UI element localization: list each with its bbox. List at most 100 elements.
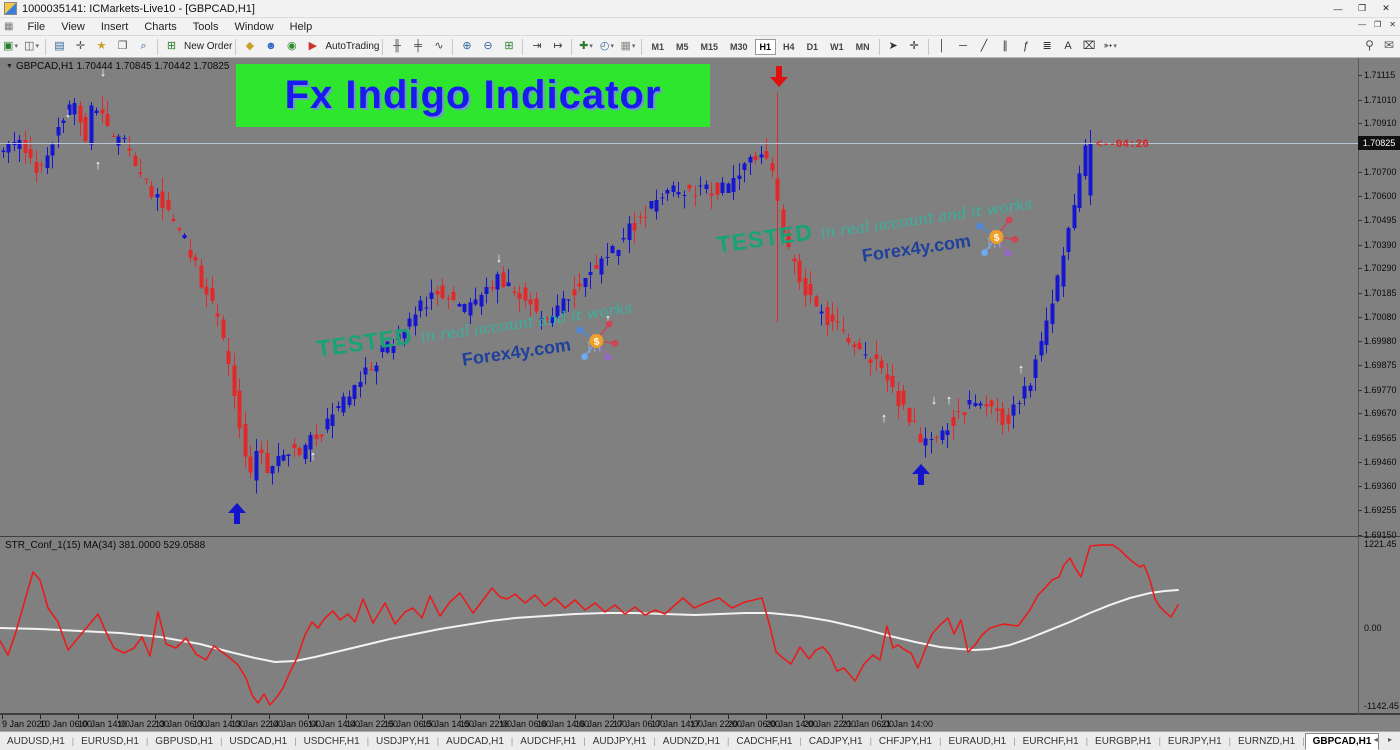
- price-tick: [1358, 486, 1362, 487]
- strategy-tester-button[interactable]: ⌕: [133, 38, 154, 56]
- cursor-icon: ➤: [888, 40, 898, 52]
- bar-chart-button[interactable]: ╫: [386, 38, 407, 56]
- chart-tab-cadchf[interactable]: CADCHF,H1: [736, 735, 793, 747]
- text-button[interactable]: A: [1058, 38, 1079, 56]
- tile-windows-button[interactable]: ⊞: [498, 38, 519, 56]
- metaeditor-icon: ◆: [245, 40, 255, 52]
- chart-tab-eurusd[interactable]: EURUSD,H1: [81, 735, 139, 747]
- fibonacci-button[interactable]: ƒ: [1016, 38, 1037, 56]
- timeframe-h4-button[interactable]: H4: [783, 41, 795, 52]
- chart-tab-audchf[interactable]: AUDCHF,H1: [520, 735, 577, 747]
- timeframe-mn-button[interactable]: MN: [855, 41, 870, 52]
- chart-tab-chfjpy[interactable]: CHFJPY,H1: [878, 735, 933, 747]
- time-axis-label: 13 Jan 22:00: [231, 719, 284, 729]
- menu-file[interactable]: File: [27, 20, 46, 33]
- chart-tab-usdjpy[interactable]: USDJPY,H1: [376, 735, 430, 747]
- chart-tab-cadjpy[interactable]: CADJPY,H1: [808, 735, 863, 747]
- price-tick: [1358, 317, 1362, 318]
- candlestick-chart-canvas[interactable]: [0, 58, 1358, 536]
- minimize-button[interactable]: —: [1333, 3, 1343, 14]
- shapes-button[interactable]: ≣: [1037, 38, 1058, 56]
- chevron-down-icon[interactable]: ▼: [6, 63, 13, 70]
- chart-tab-audjpy[interactable]: AUDJPY,H1: [592, 735, 647, 747]
- axis-separator: [0, 713, 1400, 714]
- indicators-button[interactable]: ✚ ▾: [579, 40, 593, 52]
- zoom-in-button[interactable]: ⊕: [456, 38, 477, 56]
- chart-tab-eurnzd[interactable]: EURNZD,H1: [1237, 735, 1296, 747]
- timeframe-m30-button[interactable]: M30: [730, 41, 748, 52]
- autotrading-label[interactable]: AutoTrading: [325, 41, 380, 52]
- chart-tab-usdcad[interactable]: USDCAD,H1: [229, 735, 288, 747]
- time-axis-label: 16 Jan 06:00: [499, 719, 552, 729]
- menu-tools[interactable]: Tools: [192, 20, 219, 33]
- trendline-button[interactable]: ╱: [974, 38, 995, 56]
- chart-tab-audnzd[interactable]: AUDNZD,H1: [662, 735, 721, 747]
- menu-insert[interactable]: Insert: [100, 20, 129, 33]
- chart-shift-button[interactable]: ↦: [547, 38, 568, 56]
- arrows-tool-button[interactable]: ➳ ▾: [1103, 40, 1117, 52]
- chart-tab-eurchf[interactable]: EURCHF,H1: [1022, 735, 1079, 747]
- community-button[interactable]: ☻: [260, 38, 281, 56]
- navigator-button[interactable]: ★: [91, 38, 112, 56]
- tab-scroll-arrows[interactable]: ◂ ▸: [1373, 735, 1396, 744]
- chart-tab-eurgbp[interactable]: EURGBP,H1: [1095, 735, 1152, 747]
- search-icon[interactable]: ⚲: [1365, 38, 1374, 52]
- indicator-canvas[interactable]: [0, 537, 1358, 713]
- restore-button[interactable]: ❐: [1357, 3, 1367, 13]
- cursor-button[interactable]: ➤: [883, 38, 904, 56]
- zoom-out-button[interactable]: ⊖: [477, 38, 498, 56]
- timeframe-m5-button[interactable]: M5: [675, 41, 689, 52]
- horizontal-line-button[interactable]: ─: [953, 38, 974, 56]
- chart-tab-eurjpy[interactable]: EURJPY,H1: [1167, 735, 1222, 747]
- tab-separator: |: [869, 736, 872, 746]
- timeframe-m1-button[interactable]: M1: [651, 41, 664, 52]
- new-chart-button[interactable]: ▣ ▾: [3, 40, 18, 52]
- chart-tab-gbpusd[interactable]: GBPUSD,H1: [155, 735, 214, 747]
- chart-tab-usdchf[interactable]: USDCHF,H1: [303, 735, 360, 747]
- timeframe-w1-button[interactable]: W1: [830, 41, 844, 52]
- crosshair-button[interactable]: ✛: [904, 38, 925, 56]
- big-signal-arrow-up-icon: [228, 503, 246, 524]
- chat-icon[interactable]: ✉: [1383, 38, 1394, 52]
- time-axis-label: 14 Jan 14:00: [308, 719, 361, 729]
- market-watch-button[interactable]: ▤: [49, 38, 70, 56]
- menu-window[interactable]: Window: [234, 20, 274, 33]
- terminal-button[interactable]: ❐: [112, 38, 133, 56]
- text-label-button[interactable]: ⌧: [1079, 38, 1100, 56]
- line-chart-button[interactable]: ∿: [428, 38, 449, 56]
- new-order-button[interactable]: ⊞: [161, 38, 182, 56]
- periods-button[interactable]: ◴ ▾: [599, 40, 615, 52]
- timeframe-d1-button[interactable]: D1: [806, 41, 819, 52]
- timeframe-h1-button[interactable]: H1: [754, 38, 777, 55]
- time-axis-label: 14 Jan 06:00: [269, 719, 322, 729]
- time-tick: [460, 715, 461, 719]
- metaeditor-button[interactable]: ◆: [239, 38, 260, 56]
- close-button[interactable]: ✕: [1382, 3, 1390, 13]
- data-window-button[interactable]: ✛: [70, 38, 91, 56]
- new-order-label[interactable]: New Order: [184, 41, 233, 52]
- vertical-line-button[interactable]: │: [932, 38, 953, 56]
- big-signal-arrow-down-icon: [770, 66, 788, 87]
- chart-tab-gbpcad[interactable]: GBPCAD,H1: [1304, 732, 1380, 750]
- timeframe-m15-button[interactable]: M15: [700, 41, 719, 52]
- panel-separator[interactable]: [0, 536, 1400, 537]
- chart-profiles-icon: ◫: [24, 40, 35, 52]
- time-axis-label: 17 Jan 06:00: [613, 719, 666, 729]
- templates-button[interactable]: ▦ ▾: [620, 40, 636, 52]
- menu-charts[interactable]: Charts: [144, 20, 177, 33]
- chart-tab-audcad[interactable]: AUDCAD,H1: [446, 735, 504, 747]
- autotrading-button[interactable]: ▶: [302, 38, 323, 56]
- auto-scroll-button[interactable]: ⇥: [526, 38, 547, 56]
- candlestick-chart-button[interactable]: ╪: [407, 38, 428, 56]
- time-axis[interactable]: 9 Jan 2020 10 Jan 06:00 10 Jan 14:00 10 Jan…: [0, 714, 1400, 731]
- equidistant-channel-button[interactable]: ∥: [995, 38, 1016, 56]
- news-button[interactable]: ◉: [281, 38, 302, 56]
- chart-profiles-button[interactable]: ◫ ▾: [24, 40, 39, 52]
- menu-help[interactable]: Help: [289, 20, 313, 33]
- crosshair-icon: ✛: [909, 40, 919, 52]
- menu-view[interactable]: View: [61, 20, 85, 33]
- chart-tab-euraud[interactable]: EURAUD,H1: [948, 735, 1007, 747]
- chart-tab-audusd[interactable]: AUDUSD,H1: [7, 735, 65, 747]
- child-window-controls[interactable]: — ❐ ✕: [1358, 20, 1396, 29]
- time-axis-label: 16 Jan 22:00: [575, 719, 628, 729]
